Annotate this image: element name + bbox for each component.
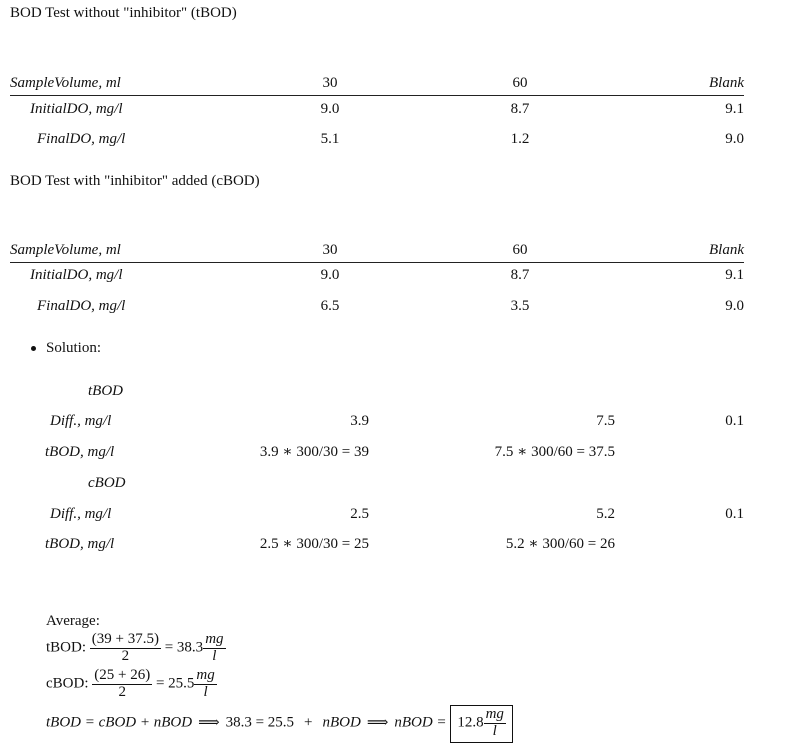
average-tbod-unit: mg l: [203, 631, 226, 665]
average-label: Average:: [46, 613, 100, 629]
solution-tbod-diff-60: 7.5: [596, 413, 615, 429]
average-cbod-prefix: cBOD:: [46, 675, 89, 692]
cbod-section-title: BOD Test with "inhibitor" added (cBOD): [10, 173, 260, 189]
cbod-header-30: 30: [322, 242, 338, 258]
implies-arrow-2: ⟹: [366, 714, 389, 731]
solution-label: Solution:: [46, 340, 102, 356]
tbod-header-rule: [10, 95, 744, 96]
final-equation-mid2: nBOD: [322, 714, 361, 731]
tbod-row-final-30: 5.1: [320, 131, 340, 147]
cbod-header-blank: Blank: [709, 242, 744, 258]
solution-tbod-bod-30: 3.9 ∗ 300/30 = 39: [259, 444, 369, 460]
solution-tbod-heading: tBOD: [88, 383, 123, 399]
final-answer-unit-den: l: [492, 722, 497, 739]
tbod-row-initial-blank: 9.1: [725, 101, 744, 117]
solution-cbod-diff-label: Diff., mg/l: [50, 506, 112, 522]
solution-cbod-bod-label: tBOD, mg/l: [45, 536, 115, 552]
average-cbod-numerator: (25 + 26): [92, 667, 153, 685]
solution-tbod-diff-blank: 0.1: [725, 413, 744, 429]
average-tbod-numerator: (39 + 37.5): [89, 631, 161, 649]
final-equation-plus: +: [304, 714, 313, 731]
final-equation: tBOD = cBOD + nBOD ⟹ 38.3 = 25.5 + nBOD ⟹ nBOD…: [46, 705, 513, 743]
average-cbod-fraction: (25 + 26) 2: [92, 667, 153, 701]
cbod-row-final-blank: 9.0: [725, 298, 744, 314]
cbod-header-sample-volume: SampleVolume, ml: [10, 242, 121, 258]
solution-cbod-diff-blank: 0.1: [725, 506, 744, 522]
solution-tbod-diff-30: 3.9: [350, 413, 369, 429]
solution-tbod-diff-label: Diff., mg/l: [50, 413, 112, 429]
solution-tbod-bod-label: tBOD, mg/l: [45, 444, 115, 460]
solution-bullet: [31, 346, 36, 351]
final-answer-box: 12.8 mg l: [450, 705, 513, 743]
implies-arrow-1: ⟹: [198, 714, 220, 731]
final-answer-value: 12.8: [457, 714, 484, 731]
final-answer-unit: mg l: [483, 706, 506, 740]
cbod-row-initial-blank: 9.1: [725, 267, 744, 283]
tbod-header-30: 30: [322, 75, 338, 91]
tbod-header-60: 60: [512, 75, 528, 91]
cbod-row-initial-60: 8.7: [510, 267, 530, 283]
average-tbod-line: tBOD: (39 + 37.5) 2 = 38.3 mg l: [46, 631, 226, 665]
tbod-row-final-label: FinalDO, mg/l: [37, 131, 126, 147]
average-tbod-fraction: (39 + 37.5) 2: [89, 631, 161, 665]
cbod-header-60: 60: [512, 242, 528, 258]
average-tbod-denominator: 2: [121, 647, 130, 664]
solution-cbod-bod-60: 5.2 ∗ 300/60 = 26: [505, 536, 615, 552]
average-tbod-unit-num: mg: [203, 631, 226, 649]
cbod-row-final-60: 3.5: [510, 298, 530, 314]
solution-tbod-bod-60: 7.5 ∗ 300/60 = 37.5: [494, 444, 615, 460]
tbod-section-title: BOD Test without "inhibitor" (tBOD): [10, 5, 237, 21]
solution-cbod-bod-30: 2.5 ∗ 300/30 = 25: [259, 536, 369, 552]
average-tbod-result: = 38.3: [164, 639, 204, 656]
tbod-row-final-blank: 9.0: [725, 131, 744, 147]
tbod-header-sample-volume: SampleVolume, ml: [10, 75, 121, 91]
tbod-row-initial-60: 8.7: [510, 101, 530, 117]
tbod-header-blank: Blank: [709, 75, 744, 91]
average-tbod-prefix: tBOD:: [46, 639, 87, 656]
cbod-header-rule: [10, 262, 744, 263]
average-cbod-line: cBOD: (25 + 26) 2 = 25.5 mg l: [46, 667, 217, 701]
tbod-row-initial-label: InitialDO, mg/l: [30, 101, 123, 117]
final-equation-lhs: tBOD = cBOD + nBOD: [46, 714, 193, 731]
solution-cbod-diff-30: 2.5: [350, 506, 369, 522]
final-answer-unit-num: mg: [483, 706, 506, 724]
cbod-row-final-30: 6.5: [320, 298, 340, 314]
average-cbod-unit-den: l: [203, 683, 208, 700]
average-tbod-unit-den: l: [212, 647, 217, 664]
solution-cbod-diff-60: 5.2: [596, 506, 615, 522]
final-equation-mid1: 38.3 = 25.5: [225, 714, 295, 731]
tbod-row-final-60: 1.2: [510, 131, 530, 147]
average-cbod-unit-num: mg: [194, 667, 217, 685]
average-cbod-denominator: 2: [118, 683, 126, 700]
cbod-row-final-label: FinalDO, mg/l: [37, 298, 126, 314]
tbod-row-initial-30: 9.0: [320, 101, 340, 117]
average-cbod-result: = 25.5: [155, 675, 195, 692]
cbod-row-initial-30: 9.0: [320, 267, 340, 283]
cbod-row-initial-label: InitialDO, mg/l: [30, 267, 123, 283]
average-cbod-unit: mg l: [194, 667, 217, 701]
solution-cbod-heading: cBOD: [88, 475, 126, 491]
final-equation-rhs: nBOD =: [394, 714, 447, 731]
